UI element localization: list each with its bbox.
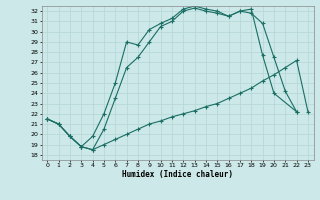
X-axis label: Humidex (Indice chaleur): Humidex (Indice chaleur) xyxy=(122,170,233,179)
